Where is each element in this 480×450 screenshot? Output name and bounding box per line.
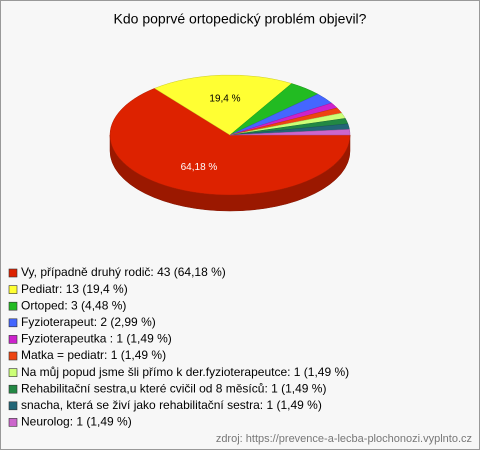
pie-slice <box>109 88 351 196</box>
legend-swatch <box>8 335 18 344</box>
legend-swatch <box>8 285 18 294</box>
legend-swatch <box>8 368 18 377</box>
legend-label: Fyzioterapeutka : 1 (1,49 %) <box>21 332 172 346</box>
legend-label: Fyzioterapeut: 2 (2,99 %) <box>21 315 156 329</box>
legend-label: Neurolog: 1 (1,49 %) <box>21 415 132 429</box>
legend-swatch <box>8 384 18 394</box>
legend-swatch <box>8 301 18 311</box>
slice-label: 64,18 % <box>181 162 218 173</box>
source: zdroj: https://prevence-a-lecba-plochono… <box>216 433 472 445</box>
legend-swatch <box>8 401 18 411</box>
legend-label: Rehabilitační sestra,u které cvičil od 8… <box>21 381 326 395</box>
legend-label: Ortoped: 3 (4,48 %) <box>21 298 126 312</box>
legend-swatch <box>8 268 18 278</box>
legend-label: snacha, která se živí jako rehabilitační… <box>21 398 322 412</box>
legend-label: Na můj popud jsme šli přímo k der.fyziot… <box>21 365 349 379</box>
legend-label: Pediatr: 13 (19,4 %) <box>21 282 128 296</box>
legend-label: Vy, případně druhý rodič: 43 (64,18 %) <box>21 265 226 279</box>
legend-swatch <box>8 318 18 328</box>
legend-swatch <box>8 418 18 427</box>
legend-swatch <box>8 351 18 361</box>
chart-title: Kdo poprvé ortopedický problém objevil? <box>114 11 367 27</box>
pie-slice <box>229 129 351 136</box>
pie-slice <box>154 74 293 136</box>
slice-label: 19,4 % <box>209 94 240 105</box>
legend-label: Matka = pediatr: 1 (1,49 %) <box>21 348 166 362</box>
